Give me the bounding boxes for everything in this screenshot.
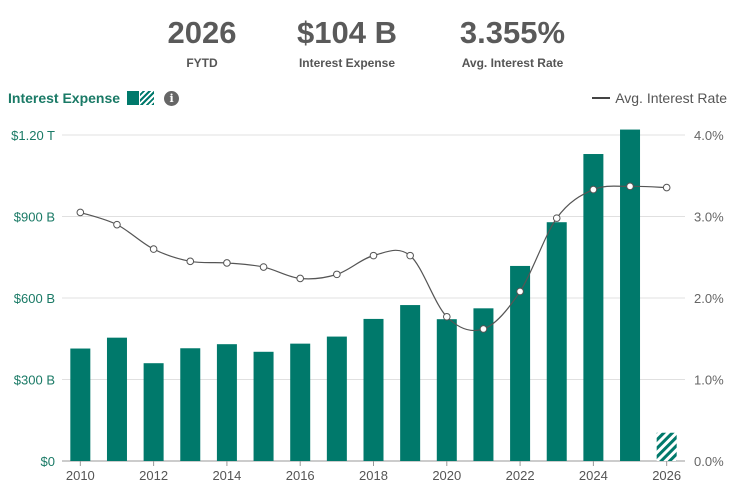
left-tick-label: $0 [41, 454, 55, 469]
stat-interest-expense: $104 B Interest Expense [282, 14, 412, 70]
legend-line-swatch [592, 97, 611, 99]
right-tick-label: 4.0% [694, 128, 724, 143]
x-tick-label: 2014 [212, 468, 241, 483]
fiscal-year-value: 2026 [167, 15, 237, 50]
legend-solid-swatch [127, 91, 140, 105]
rate-point-2020 [442, 312, 451, 321]
bar-2017 [326, 336, 347, 461]
left-tick-label: $300 B [14, 373, 55, 388]
x-tick-label: 2026 [652, 468, 681, 483]
avg-interest-rate-label: Avg. Interest Rate [461, 56, 564, 70]
rate-point-2014 [223, 259, 231, 267]
right-tick-label: 1.0% [694, 373, 724, 388]
rate-point-2026 [662, 183, 671, 192]
x-axis-ticks: 2010 2012 2014 2016 2018 2020 2022 2024 2026 [66, 461, 681, 483]
fiscal-year-label: FYTD [186, 56, 218, 70]
legend-line-label: Avg. Interest Rate [615, 90, 727, 106]
bar-2012 [143, 363, 164, 461]
legend-interest-expense: Interest Expense i [8, 90, 180, 106]
rate-point-2015 [259, 263, 268, 271]
rate-point-2012 [149, 245, 158, 253]
x-tick-label: 2018 [359, 468, 388, 483]
rate-point-2013 [186, 257, 195, 266]
rate-point-2018 [369, 251, 378, 260]
rate-line [76, 182, 671, 333]
x-tick-label: 2016 [286, 468, 315, 483]
left-tick-label: $600 B [14, 291, 55, 306]
bar-2019 [400, 305, 421, 461]
bar-2020 [436, 319, 457, 461]
rate-point-2022 [516, 287, 524, 296]
bar-2013 [180, 348, 201, 461]
rate-point-2019 [406, 251, 414, 260]
rate-point-2016 [296, 274, 305, 283]
bar-2016 [290, 343, 311, 461]
left-tick-label: $1.20 T [11, 128, 55, 143]
bar-2011 [106, 337, 127, 461]
avg-interest-rate-value: 3.355% [459, 15, 566, 50]
legend-bars-label: Interest Expense [8, 90, 121, 106]
left-axis-ticks: $0 $300 B $600 B $900 B $1.20 T [11, 128, 55, 469]
x-tick-label: 2020 [432, 468, 461, 483]
x-tick-label: 2010 [66, 468, 95, 483]
bar-2018 [363, 318, 384, 461]
bar-2021 [473, 308, 494, 461]
interest-expense-value: $104 B [297, 15, 397, 50]
x-tick-label: 2024 [579, 468, 608, 483]
rate-point-2021 [479, 325, 488, 333]
stat-avg-interest-rate: 3.355% Avg. Interest Rate [440, 14, 585, 70]
bar-2023 [546, 222, 567, 461]
legend-avg-interest-rate: Avg. Interest Rate [592, 90, 727, 106]
bar-2024 [583, 154, 604, 461]
right-tick-label: 3.0% [694, 210, 724, 225]
bar-2025 [620, 129, 641, 462]
rate-point-2011 [113, 220, 121, 229]
rate-point-2017 [333, 270, 341, 279]
rate-point-2023 [552, 214, 561, 222]
right-tick-label: 0.0% [694, 454, 724, 469]
rate-point-2025 [626, 182, 634, 191]
x-tick-label: 2012 [139, 468, 168, 483]
bar-2022 [510, 265, 531, 461]
interest-expense-label: Interest Expense [298, 56, 396, 70]
left-tick-label: $900 B [14, 210, 55, 225]
bar-2014 [216, 344, 237, 461]
right-tick-label: 2.0% [694, 291, 724, 306]
rate-point-2010 [76, 208, 85, 217]
bar-2010 [70, 348, 91, 461]
rate-point-2024 [589, 185, 598, 194]
stat-fiscal-year: 2026 FYTD [150, 14, 254, 70]
legend-hatched-swatch [140, 91, 155, 105]
bars [70, 129, 677, 462]
bar-2026 [656, 432, 677, 461]
info-icon[interactable]: i [164, 90, 180, 106]
right-axis-ticks: 0.0% 1.0% 2.0% 3.0% 4.0% [694, 128, 724, 469]
x-tick-label: 2022 [506, 468, 535, 483]
bar-2015 [253, 351, 274, 461]
